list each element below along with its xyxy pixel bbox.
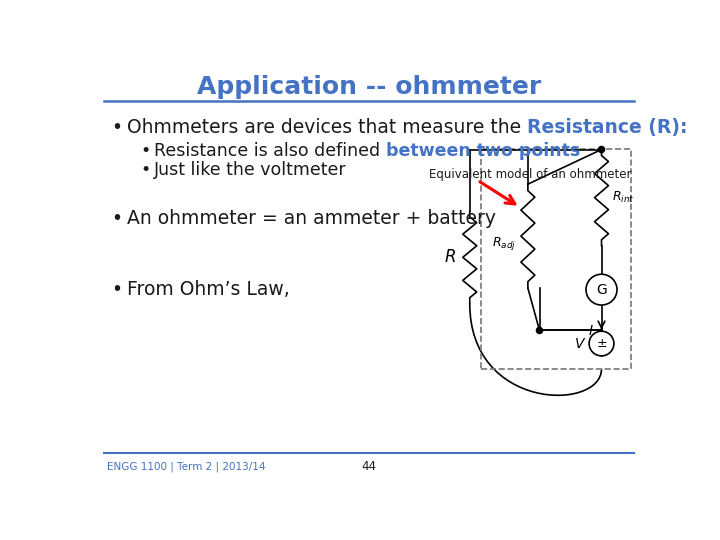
Circle shape bbox=[598, 146, 605, 153]
Text: Application -- ohmmeter: Application -- ohmmeter bbox=[197, 75, 541, 99]
Text: Resistance is also defined: Resistance is also defined bbox=[154, 142, 386, 160]
Text: between two points: between two points bbox=[386, 142, 580, 160]
Text: $I$: $I$ bbox=[588, 324, 594, 338]
Text: G: G bbox=[596, 282, 607, 296]
Text: Just like the voltmeter: Just like the voltmeter bbox=[154, 161, 347, 179]
Text: 44: 44 bbox=[361, 460, 377, 473]
Text: An ohmmeter = an ammeter + battery: An ohmmeter = an ammeter + battery bbox=[127, 210, 496, 228]
Text: •: • bbox=[112, 280, 123, 299]
Text: •: • bbox=[112, 210, 123, 228]
Text: Ohmmeters are devices that measure the: Ohmmeters are devices that measure the bbox=[127, 118, 527, 138]
Text: $R_{int}$: $R_{int}$ bbox=[612, 190, 635, 205]
Text: Equivalent model of an ohmmeter: Equivalent model of an ohmmeter bbox=[428, 167, 631, 181]
Circle shape bbox=[589, 331, 614, 356]
Circle shape bbox=[586, 274, 617, 305]
Text: •: • bbox=[140, 161, 150, 179]
Text: $R$: $R$ bbox=[444, 248, 456, 266]
Bar bbox=[482, 150, 631, 369]
Text: •: • bbox=[112, 118, 123, 138]
Text: $V$: $V$ bbox=[574, 336, 586, 350]
Text: ENGG 1100 | Term 2 | 2013/14: ENGG 1100 | Term 2 | 2013/14 bbox=[107, 462, 266, 472]
Text: $\pm$: $\pm$ bbox=[596, 337, 607, 350]
Circle shape bbox=[536, 327, 543, 334]
Text: $R_{adj}$: $R_{adj}$ bbox=[492, 235, 516, 252]
Text: From Ohm’s Law,: From Ohm’s Law, bbox=[127, 280, 290, 299]
Text: Resistance (R):: Resistance (R): bbox=[527, 118, 688, 138]
Text: •: • bbox=[140, 142, 150, 160]
